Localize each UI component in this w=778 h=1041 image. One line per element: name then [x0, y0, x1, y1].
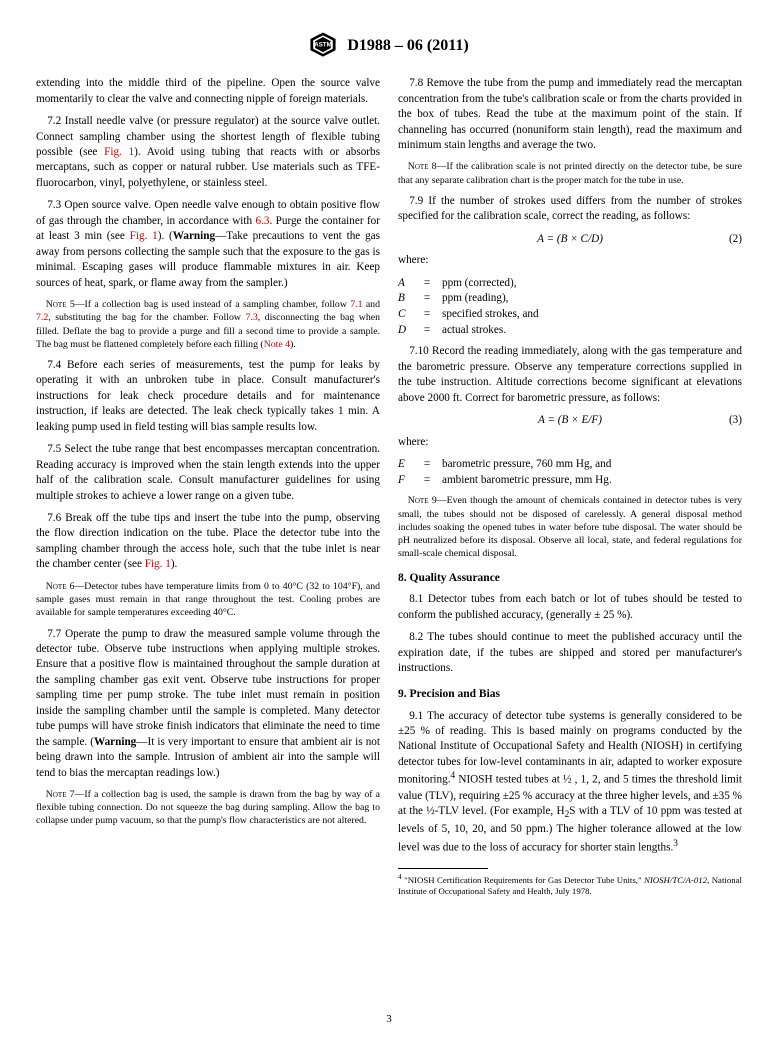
para-8-1: 8.1 Detector tubes from each batch or lo… — [398, 592, 742, 623]
para-continuation: extending into the middle third of the p… — [36, 76, 380, 107]
where-label: where: — [398, 435, 742, 450]
def-text: barometric pressure, 760 mm Hg, and — [442, 457, 742, 473]
definitions-eq3: E=barometric pressure, 760 mm Hg, andF=a… — [398, 457, 742, 488]
def-symbol: E — [398, 457, 412, 473]
para-7-9: 7.9 If the number of strokes used differ… — [398, 194, 742, 225]
page: ASTM D1988 – 06 (2011) extending into th… — [0, 0, 778, 1041]
equation-3: A = (B × E/F) (3) — [398, 413, 742, 428]
def-text: ambient barometric pressure, mm Hg. — [442, 473, 742, 489]
definition-row: E=barometric pressure, 760 mm Hg, and — [398, 457, 742, 473]
note-5: Note 5—If a collection bag is used inste… — [36, 298, 380, 351]
note-6: Note 6—Detector tubes have temperature l… — [36, 580, 380, 620]
definition-row: D=actual strokes. — [398, 323, 742, 339]
sec63-ref: 6.3 — [255, 215, 269, 227]
astm-logo-icon: ASTM — [309, 32, 337, 60]
page-header: ASTM D1988 – 06 (2011) — [36, 32, 742, 62]
svg-text:ASTM: ASTM — [315, 42, 332, 49]
equation-2: A = (B × C/D) (2) — [398, 232, 742, 247]
fig1-ref: Fig. 1 — [130, 230, 158, 242]
para-7-4: 7.4 Before each series of measurements, … — [36, 358, 380, 435]
note-7: Note 7—If a collection bag is used, the … — [36, 788, 380, 828]
note-8: Note 8—If the calibration scale is not p… — [398, 160, 742, 186]
section-8-title: 8. Quality Assurance — [398, 571, 742, 587]
para-7-7: 7.7 Operate the pump to draw the measure… — [36, 627, 380, 782]
content-columns: extending into the middle third of the p… — [36, 76, 742, 904]
para-8-2: 8.2 The tubes should continue to meet th… — [398, 630, 742, 676]
def-symbol: C — [398, 307, 412, 323]
definition-row: C=specified strokes, and — [398, 307, 742, 323]
footnote-separator — [398, 868, 488, 869]
def-text: specified strokes, and — [442, 307, 742, 323]
right-column: 7.8 Remove the tube from the pump and im… — [398, 76, 742, 904]
para-7-3: 7.3 Open source valve. Open needle valve… — [36, 198, 380, 291]
para-7-8: 7.8 Remove the tube from the pump and im… — [398, 76, 742, 153]
definition-row: F=ambient barometric pressure, mm Hg. — [398, 473, 742, 489]
def-symbol: F — [398, 473, 412, 489]
note-9: Note 9—Even though the amount of chemica… — [398, 494, 742, 560]
section-9-title: 9. Precision and Bias — [398, 687, 742, 703]
fig1-ref: Fig. 1 — [145, 558, 171, 570]
para-7-2: 7.2 Install needle valve (or pressure re… — [36, 114, 380, 191]
para-7-6: 7.6 Break off the tube tips and insert t… — [36, 511, 380, 573]
page-number: 3 — [0, 1013, 778, 1025]
footnote-4: 4 "NIOSH Certification Requirements for … — [398, 872, 742, 898]
definition-row: A=ppm (corrected), — [398, 276, 742, 292]
def-text: ppm (reading), — [442, 291, 742, 307]
footnote-3-ref: 3 — [673, 839, 678, 849]
definition-row: B=ppm (reading), — [398, 291, 742, 307]
warning-label: Warning — [173, 230, 215, 242]
warning-label: Warning — [94, 736, 136, 748]
where-label: where: — [398, 253, 742, 268]
def-text: actual strokes. — [442, 323, 742, 339]
def-text: ppm (corrected), — [442, 276, 742, 292]
para-7-5: 7.5 Select the tube range that best enco… — [36, 442, 380, 504]
definitions-eq2: A=ppm (corrected),B=ppm (reading),C=spec… — [398, 276, 742, 339]
fig1-ref: Fig. 1 — [104, 146, 134, 158]
para-7-10: 7.10 Record the reading immediately, alo… — [398, 344, 742, 406]
left-column: extending into the middle third of the p… — [36, 76, 380, 904]
def-symbol: A — [398, 276, 412, 292]
para-9-1: 9.1 The accuracy of detector tube system… — [398, 709, 742, 856]
def-symbol: D — [398, 323, 412, 339]
def-symbol: B — [398, 291, 412, 307]
document-id: D1988 – 06 (2011) — [347, 37, 468, 55]
